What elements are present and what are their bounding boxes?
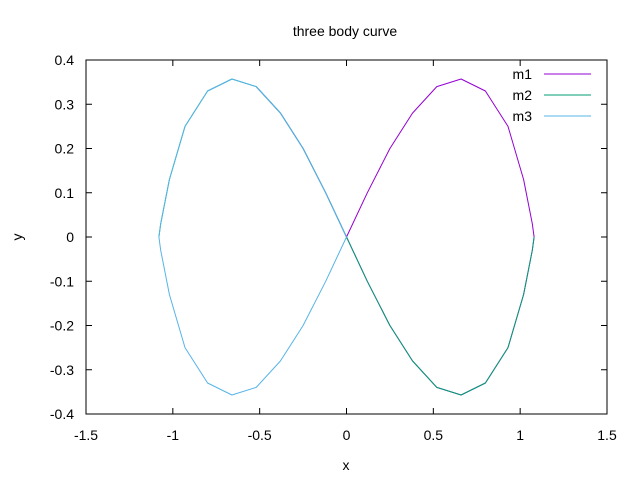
series-m1-line [255,78,535,396]
series-m3-line [158,78,347,396]
y-tick-label: -0.1 [50,273,74,289]
y-tick-label: -0.2 [50,318,74,334]
y-tick-label: -0.3 [50,362,74,378]
x-tick-label: 1.5 [597,427,617,443]
axis-ticks: -1.5 -1 -0.5 0 0.5 1 1.5 -0.4 -0.3 -0.2 -0.1 0 0.1 0.… [50,52,617,443]
y-tick-label: 0 [66,229,74,245]
legend-label-m1: m1 [513,66,533,82]
series-group [158,78,535,396]
x-tick-label: 1 [516,427,524,443]
x-tick-label: 0 [343,427,351,443]
x-tick-label: 0.5 [424,427,444,443]
chart-title: three body curve [293,23,397,39]
legend: m1 m2 m3 [513,66,591,124]
legend-label-m2: m2 [513,87,533,103]
y-axis-label: y [9,234,25,241]
x-axis-label: x [343,457,350,473]
y-tick-label: 0.1 [55,185,75,201]
y-tick-label: -0.4 [50,406,74,422]
y-tick-label: 0.4 [55,52,75,68]
y-tick-label: 0.2 [55,141,75,157]
legend-label-m3: m3 [513,108,533,124]
x-tick-label: -1.5 [74,427,98,443]
x-tick-label: -0.5 [248,427,272,443]
x-tick-label: -1 [167,427,180,443]
y-tick-label: 0.3 [55,96,75,112]
